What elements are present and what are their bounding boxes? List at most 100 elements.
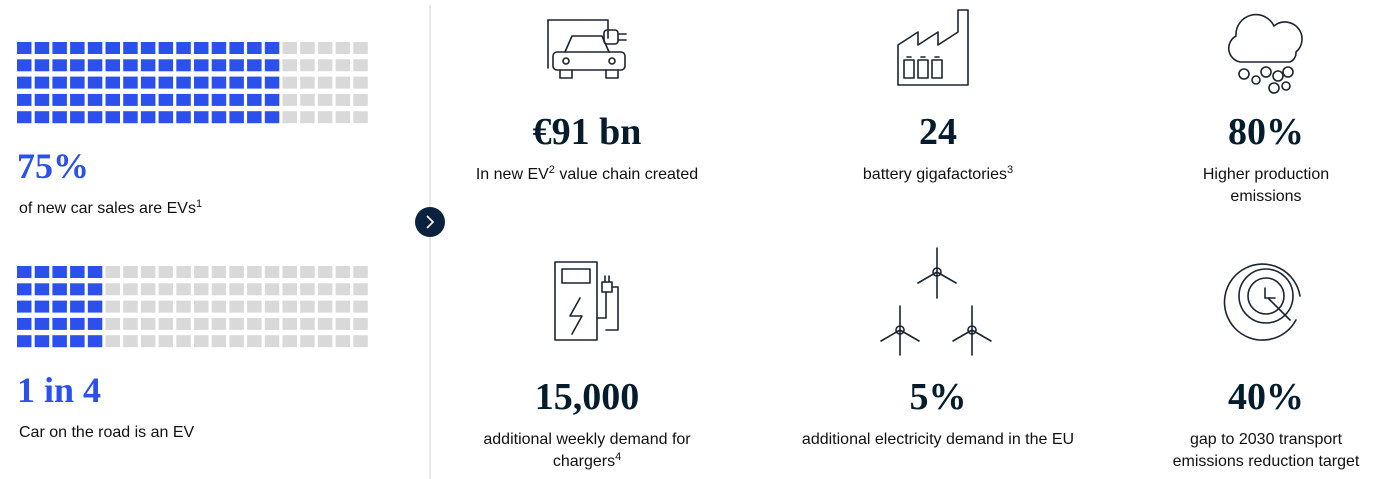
waffle-cell	[34, 317, 50, 330]
tile-value: 5%	[910, 376, 967, 418]
waffle-cell	[52, 111, 67, 124]
waffle-cell	[353, 266, 368, 278]
emissions-cloud-icon	[1227, 13, 1303, 94]
waffle-cell	[247, 93, 262, 106]
waffle-cell	[282, 42, 297, 54]
waffle-cell	[264, 111, 280, 124]
waffle-cell	[247, 111, 262, 124]
caption: Car on the road is an EV	[19, 424, 195, 441]
waffle-cell	[34, 266, 50, 278]
footnote: 3	[1007, 164, 1013, 176]
caption: Higher production	[1203, 166, 1329, 183]
waffle-cell	[105, 93, 120, 106]
waffle-cell	[158, 317, 174, 330]
charger-icon	[554, 261, 619, 341]
waffle-cell	[70, 266, 85, 278]
waffle-cell	[70, 59, 85, 72]
footnote: 1	[196, 198, 202, 210]
waffle-cell	[229, 59, 244, 72]
waffle-cell	[353, 76, 368, 89]
next-button[interactable]	[415, 207, 445, 237]
waffle-cell	[282, 300, 297, 313]
tile-value: 40%	[1228, 376, 1304, 418]
waffle-cell	[300, 59, 315, 72]
waffle-cell	[264, 93, 280, 106]
waffle-cell	[70, 283, 85, 296]
waffle-cell	[194, 317, 209, 330]
waffle-cell	[353, 111, 368, 124]
waffle-cell	[17, 76, 32, 89]
footnote: 2	[549, 164, 555, 176]
waffle-cell	[123, 59, 138, 72]
stat-value: 75%	[17, 146, 89, 186]
waffle-cell	[70, 111, 85, 124]
waffle-cell	[247, 59, 262, 72]
waffle-cell	[34, 335, 50, 348]
waffle-cell	[211, 76, 227, 89]
waffle-cell	[229, 42, 244, 54]
waffle-cell	[34, 283, 50, 296]
waffle-cell	[335, 283, 351, 296]
waffle-cell	[87, 59, 103, 72]
waffle-cell	[176, 42, 191, 54]
caption-text: Car on the road is an EV	[19, 424, 195, 441]
waffle-cell	[317, 335, 333, 348]
waffle-cell	[140, 283, 156, 296]
wind-turbines-icon	[880, 247, 992, 356]
waffle-cell	[140, 59, 156, 72]
waffle-cell	[211, 59, 227, 72]
waffle-cell	[282, 283, 297, 296]
waffle-cell	[229, 111, 244, 124]
waffle-cell	[211, 42, 227, 54]
waffle-cell	[194, 300, 209, 313]
waffle-cell	[105, 283, 120, 296]
waffle-cell	[317, 266, 333, 278]
waffle-cell	[353, 42, 368, 54]
waffle-cell	[353, 59, 368, 72]
waffle-cell	[264, 283, 280, 296]
caption: of new car sales are EVs1	[19, 198, 202, 217]
waffle-cell	[282, 111, 297, 124]
waffle-cell	[17, 317, 32, 330]
waffle-cell	[70, 93, 85, 106]
waffle-cell	[52, 266, 67, 278]
waffle-cell	[335, 300, 351, 313]
waffle-cell	[87, 283, 103, 296]
caption-text: emissions reduction target	[1173, 453, 1360, 470]
waffle-cell	[52, 300, 67, 313]
waffle-cell	[211, 300, 227, 313]
waffle-cell	[282, 317, 297, 330]
tile-value: 15,000	[535, 376, 640, 418]
waffle-cell	[317, 59, 333, 72]
caption: In new EV2 value chain created	[476, 164, 698, 183]
caption: additional weekly demand for	[483, 431, 691, 448]
waffle-cell	[211, 317, 227, 330]
waffle-cell	[247, 300, 262, 313]
waffle-cell	[264, 76, 280, 89]
waffle-cell	[194, 93, 209, 106]
caption-text: emissions	[1230, 188, 1301, 205]
waffle-cell	[34, 111, 50, 124]
waffle-cell	[317, 76, 333, 89]
waffle-cell	[176, 266, 191, 278]
waffle-cell	[176, 317, 191, 330]
waffle-cell	[194, 111, 209, 124]
waffle-cell	[264, 300, 280, 313]
waffle	[17, 266, 368, 348]
waffle-cell	[300, 283, 315, 296]
waffle-cell	[229, 266, 244, 278]
factory-icon	[897, 9, 969, 86]
waffle-cell	[176, 76, 191, 89]
waffle-cell	[158, 111, 174, 124]
waffle-cell	[211, 111, 227, 124]
waffle-cell	[353, 335, 368, 348]
caption: emissions reduction target	[1173, 453, 1360, 470]
waffle-cell	[317, 317, 333, 330]
waffle-cell	[34, 42, 50, 54]
caption-text: additional weekly demand for	[483, 431, 691, 448]
waffle-cell	[176, 93, 191, 106]
waffle-cell	[158, 59, 174, 72]
waffle-cell	[123, 93, 138, 106]
waffle-cell	[300, 111, 315, 124]
footnote: 4	[615, 451, 621, 463]
